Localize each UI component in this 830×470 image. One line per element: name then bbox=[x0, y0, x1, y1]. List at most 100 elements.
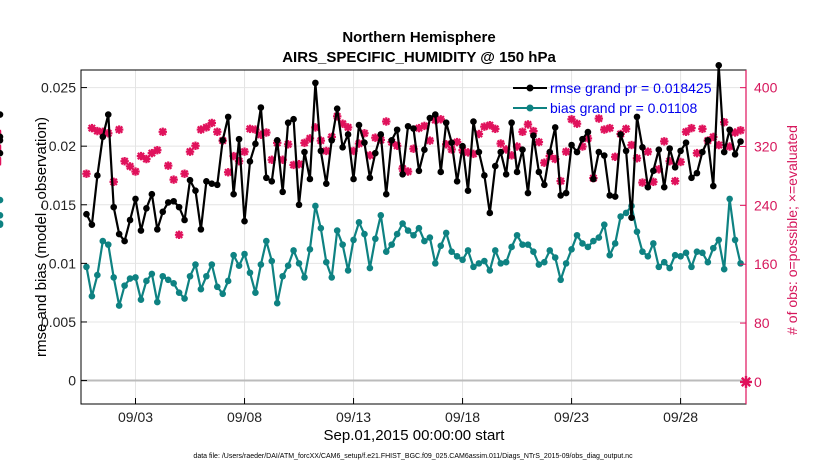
obs-evaluated-point bbox=[240, 147, 249, 156]
rmse-point bbox=[655, 146, 663, 153]
bias-point bbox=[448, 248, 455, 255]
bias-point bbox=[704, 258, 712, 266]
bias-point bbox=[115, 302, 123, 309]
obs-evaluated-point bbox=[681, 127, 691, 136]
bias-point bbox=[192, 261, 199, 268]
legend: rmse grand pr = 0.018425 bias grand pr =… bbox=[513, 80, 712, 116]
obs-evaluated-point bbox=[621, 124, 631, 134]
bias-point bbox=[682, 249, 690, 257]
rmse-point bbox=[268, 178, 276, 185]
obs-evaluated-point bbox=[687, 123, 696, 133]
bias-point bbox=[181, 295, 188, 302]
obs-evaluated-point bbox=[436, 115, 445, 124]
y-right-tick-label: 400 bbox=[754, 80, 778, 96]
right-axis-zero-marker bbox=[740, 375, 752, 388]
bias-point bbox=[219, 290, 227, 298]
rmse-point bbox=[453, 178, 461, 185]
bias-point bbox=[372, 235, 379, 243]
bias-point bbox=[295, 260, 303, 267]
rmse-point bbox=[393, 126, 401, 134]
bias-point bbox=[693, 248, 701, 255]
rmse-point bbox=[290, 115, 297, 123]
legend-bias-label: bias grand pr = 0.01108 bbox=[550, 100, 697, 116]
rmse-point bbox=[192, 187, 199, 195]
rmse-point bbox=[606, 192, 614, 199]
rmse-point bbox=[737, 138, 744, 145]
bias-point bbox=[268, 257, 276, 265]
rmse-point bbox=[415, 167, 423, 175]
rmse-point bbox=[0, 111, 4, 118]
bias-point bbox=[535, 261, 543, 268]
bias-point bbox=[426, 234, 434, 241]
bias-point bbox=[126, 275, 134, 282]
rmse-point bbox=[709, 182, 717, 190]
rmse-point bbox=[579, 135, 586, 143]
rmse-point bbox=[404, 122, 412, 130]
bias-point bbox=[284, 262, 292, 270]
rmse-point bbox=[502, 171, 510, 178]
obs-evaluated-point bbox=[322, 146, 331, 156]
legend-rmse-label: rmse grand pr = 0.018425 bbox=[550, 80, 712, 96]
rmse-point bbox=[126, 216, 134, 224]
rmse-point bbox=[682, 139, 690, 146]
rmse-point bbox=[219, 137, 227, 144]
rmse-point bbox=[720, 148, 728, 156]
rmse-point bbox=[257, 104, 265, 111]
bias-point bbox=[513, 231, 521, 239]
bias-point bbox=[475, 260, 483, 267]
bias-point bbox=[230, 251, 237, 259]
bias-point bbox=[720, 265, 728, 273]
rmse-point bbox=[333, 105, 341, 112]
rmse-point bbox=[432, 111, 439, 118]
obs-evaluated-point bbox=[120, 157, 129, 166]
obs-evaluated-point bbox=[191, 141, 200, 150]
obs-evaluated-point bbox=[572, 119, 582, 128]
rmse-point bbox=[699, 148, 706, 156]
rmse-point bbox=[726, 126, 733, 134]
bias-point bbox=[530, 248, 537, 255]
rmse-point bbox=[546, 148, 554, 156]
rmse-point bbox=[197, 226, 205, 233]
rmse-point bbox=[279, 188, 286, 196]
rmse-point bbox=[573, 148, 581, 156]
bias-point bbox=[481, 257, 488, 265]
obs-evaluated-point bbox=[610, 152, 620, 162]
bias-point bbox=[208, 261, 216, 268]
obs-evaluated-point bbox=[223, 168, 233, 177]
bias-point bbox=[579, 240, 586, 247]
obs-evaluated-point bbox=[109, 177, 118, 187]
obs-evaluated-point bbox=[207, 118, 217, 128]
bias-point bbox=[377, 212, 385, 219]
y-left-tick-label: 0.015 bbox=[41, 197, 76, 213]
rmse-point bbox=[366, 174, 374, 182]
rmse-point bbox=[557, 192, 564, 199]
rmse-point bbox=[312, 79, 319, 87]
rmse-point bbox=[617, 131, 624, 138]
bias-point bbox=[644, 253, 652, 260]
rmse-point bbox=[622, 147, 630, 155]
y-right-tick-label: 320 bbox=[754, 139, 778, 155]
y-right-tick-label: 80 bbox=[754, 315, 770, 331]
bias-point bbox=[432, 260, 439, 267]
rmse-point bbox=[301, 148, 308, 156]
bias-point bbox=[421, 237, 428, 245]
bias-point bbox=[186, 272, 194, 280]
bias-point bbox=[273, 299, 281, 307]
rmse-point bbox=[175, 203, 183, 211]
bias-point bbox=[562, 260, 570, 267]
bias-point bbox=[263, 237, 270, 245]
obs-evaluated-point bbox=[736, 126, 745, 135]
rmse-point bbox=[132, 195, 139, 203]
rmse-point bbox=[426, 114, 434, 122]
rmse-point bbox=[442, 119, 450, 127]
bias-point bbox=[655, 263, 663, 271]
rmse-series bbox=[0, 62, 744, 245]
rmse-point bbox=[704, 137, 712, 144]
bias-point bbox=[94, 271, 101, 279]
bias-point bbox=[650, 240, 657, 247]
rmse-point bbox=[377, 131, 385, 138]
obs-evaluated-point bbox=[382, 117, 391, 126]
y-right-axis-label: # of obs: o=possible; ×=evaluated bbox=[784, 125, 800, 335]
rmse-point bbox=[650, 167, 657, 175]
bias-point bbox=[290, 247, 297, 254]
